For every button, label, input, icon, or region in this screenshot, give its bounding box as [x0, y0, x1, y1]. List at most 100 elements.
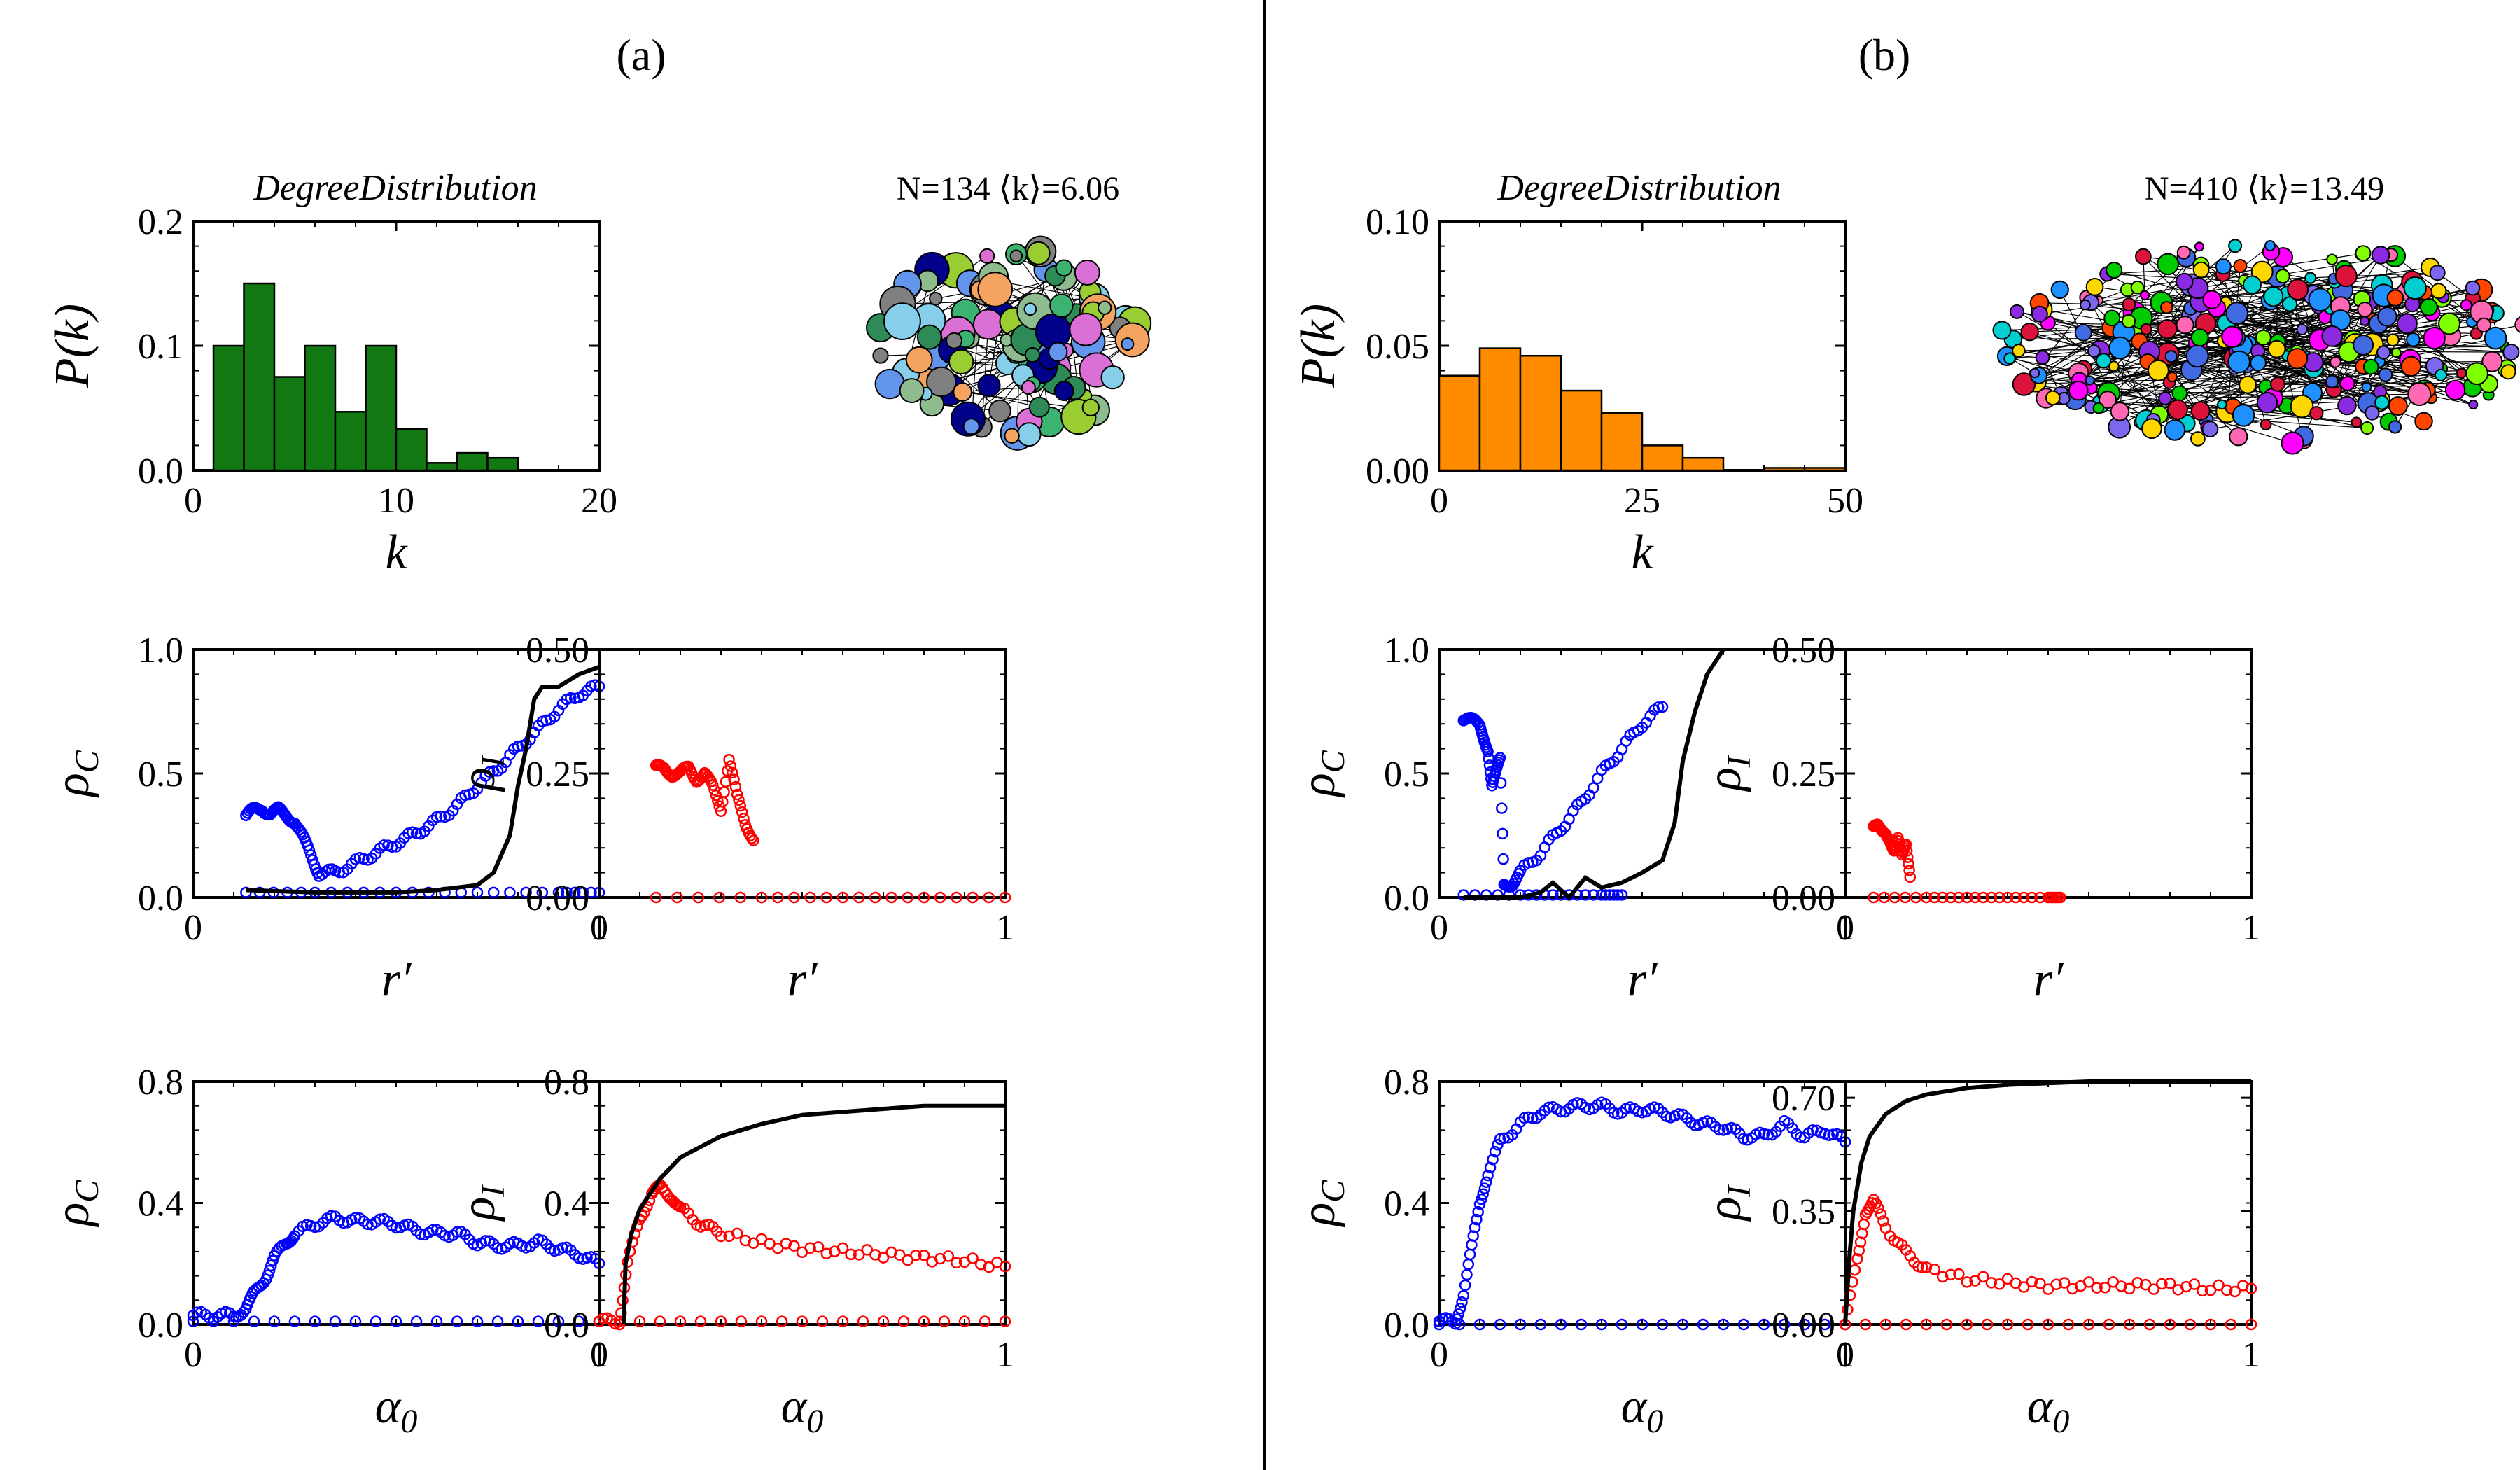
panel-b-rho-c-alpha-point	[1467, 1230, 1479, 1242]
panel-a-degree-distribution-bar	[365, 344, 398, 472]
panel-b-rho-i-alpha-point	[1985, 1277, 1998, 1289]
panel-a-rho-c-r-point	[585, 886, 597, 899]
panel-b-rho-c-r-point	[1522, 857, 1534, 869]
network-node	[2365, 405, 2380, 421]
panel-b-rho-i-r-point	[1977, 891, 1989, 904]
panel-b-rho-i-alpha-point	[2188, 1278, 2201, 1290]
panel-a-rho-i-r-point	[951, 891, 962, 904]
network-node	[2388, 396, 2408, 416]
panel-b-rho-i-alpha-point	[2148, 1283, 2160, 1295]
panel-a-rho-i-alpha-point	[731, 1227, 743, 1240]
network-node	[2304, 272, 2317, 284]
network-node	[2326, 253, 2338, 265]
network-node	[2361, 382, 2372, 393]
network-node	[1021, 380, 1036, 396]
panel-b-rho-i-r-point	[2026, 891, 2038, 904]
panel-a-degree-distribution-xtick-label: 20	[581, 481, 617, 521]
network-node	[2355, 245, 2372, 262]
panel-b-degree-distribution-bar	[1600, 412, 1644, 472]
network-edge	[2137, 253, 2362, 288]
panel-a-rho-i-r-ylabel: ρI	[451, 755, 512, 792]
panel-a-degree-distribution-bar	[304, 344, 337, 472]
network-node	[2430, 283, 2447, 300]
panel-b-rho-c-alpha-point	[1823, 1129, 1835, 1141]
panel-b-rho-i-alpha-point	[2058, 1277, 2071, 1289]
panel-a-rho-i-r-point	[738, 812, 750, 825]
network-node	[2296, 323, 2309, 336]
panel-b-rho-c-r-theory-line	[1463, 648, 1726, 901]
panel-a-rho-i-alpha-ylabel: ρI	[451, 1184, 512, 1222]
network-node	[2309, 406, 2324, 421]
panel-a-rho-i-alpha-xtick-label: 1	[996, 1335, 1014, 1375]
panel-b-degree-distribution-bar	[1641, 444, 1684, 472]
panel-b-rho-c-alpha-point	[1575, 1318, 1588, 1331]
panel-a-rho-i-alpha-point	[593, 1315, 606, 1327]
network-node	[2334, 265, 2358, 288]
panel-a-rho-c-r-ylabel: ρC	[46, 750, 106, 798]
panel-b-rho-i-r-point	[1945, 891, 1957, 904]
network-node	[2270, 377, 2286, 392]
network-node	[2281, 431, 2304, 455]
panel-b-rho-c-r-point	[1469, 889, 1481, 901]
network-node	[2121, 314, 2136, 329]
panel-b-rho-i-r-point	[1904, 871, 1917, 883]
panel-b-rho-c-r-point	[1588, 782, 1600, 794]
panel-b-rho-c-alpha-point	[1476, 1193, 1488, 1205]
network-node	[2434, 368, 2448, 382]
panel-b-rho-i-alpha-point	[2184, 1318, 2197, 1331]
network-node	[2444, 379, 2466, 401]
panel-b-rho-i-alpha-xlabel: α0	[2027, 1380, 2070, 1440]
panel-a-rho-c-r-point	[561, 886, 573, 899]
panel-b-rho-i-alpha-point	[1977, 1270, 1989, 1283]
network-node	[2166, 372, 2178, 383]
panel-b-rho-c-r-point	[1497, 827, 1508, 840]
network-node	[2035, 350, 2050, 365]
panel-a-rho-i-r-point	[983, 891, 995, 904]
panel-b-rho-c-alpha-xlabel: α0	[1621, 1380, 1664, 1440]
network-node	[977, 374, 1001, 398]
panel-b-rho-i-r-point	[1928, 891, 1940, 904]
network-node	[2110, 402, 2130, 421]
panel-b-rho-i-alpha-point	[2132, 1277, 2143, 1289]
panel-b-rho-i-alpha-point	[1940, 1318, 1953, 1331]
panel-b-rho-c-r-point	[1483, 752, 1495, 764]
panel-b-rho-c-alpha-ytick-label: 0.4	[1384, 1184, 1429, 1224]
panel-b-degree-distribution-ytick-label: 0.10	[1366, 202, 1429, 242]
panel-b-rho-c-alpha-point	[1758, 1318, 1770, 1331]
network-node	[2482, 351, 2503, 372]
panel-a-rho-i-r-point	[729, 780, 742, 793]
network-node	[2176, 272, 2194, 291]
network-node	[2104, 309, 2121, 327]
panel-b-rho-i-alpha-point	[1872, 1202, 1884, 1214]
network-graph-b	[1992, 239, 2520, 455]
network-node	[2122, 298, 2136, 312]
network-node	[2140, 323, 2152, 335]
panel-b-rho-c-alpha-point	[1534, 1318, 1547, 1331]
panel-b-rho-i-alpha-point	[1916, 1261, 1928, 1273]
plots: 0 10 200.00.10.2kP(k)0 10.00.51.0r′ρC0 10.00…	[46, 202, 2520, 1440]
panel-b-rho-i-alpha-point	[2017, 1281, 2030, 1293]
panel-b-degree-distribution-xtick-label: 25	[1624, 481, 1660, 521]
panel-a-degree-distribution-xtick-label: 0	[184, 481, 202, 521]
panel-b-rho-c-r-xlabel: r′	[1628, 953, 1658, 1007]
panel-a-rho-c-alpha-point	[556, 1242, 569, 1254]
panel-a-rho-i-r-point	[726, 766, 738, 779]
network-node	[2227, 350, 2250, 374]
network-node	[883, 302, 921, 340]
panel-b-rho-c-alpha-point	[1717, 1318, 1730, 1331]
network-node	[953, 382, 972, 402]
panel-a-rho-c-alpha-point	[362, 1218, 374, 1231]
panel-b-rho-i-alpha-point	[2042, 1283, 2054, 1295]
panel-a-rho-c-alpha-point	[552, 1315, 565, 1327]
panel-b-rho-i-alpha-ytick-label: 0.70	[1772, 1079, 1835, 1119]
network-node	[2242, 275, 2262, 295]
panel-b-degree-distribution-ytick-label: 0.05	[1366, 327, 1429, 367]
network-node	[2263, 286, 2284, 307]
network-node	[2362, 358, 2379, 375]
panel-b-rho-i-alpha-point	[1853, 1245, 1865, 1256]
panel-a-rho-i-alpha-point	[694, 1315, 707, 1327]
network-node	[916, 324, 942, 350]
panel-a-rho-c-alpha-ylabel: ρC	[46, 1180, 106, 1228]
panel-a-rho-i-alpha-point	[893, 1249, 906, 1261]
